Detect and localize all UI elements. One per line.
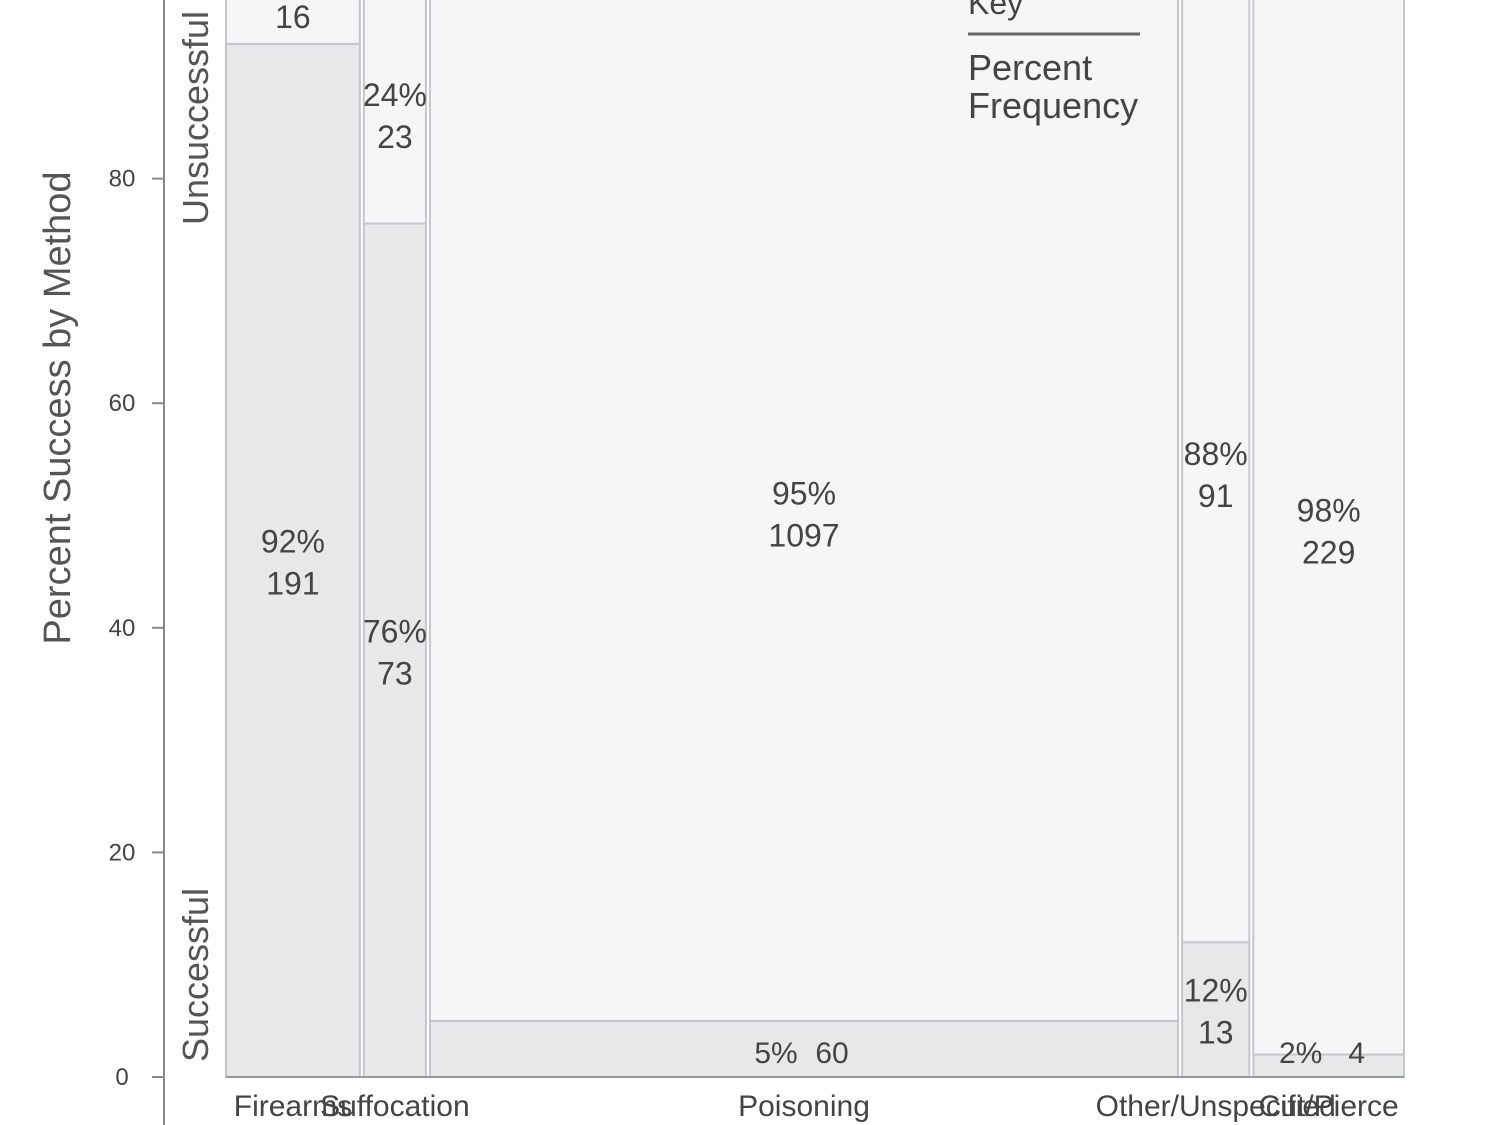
unsuccessful-percent-label: 95% [772,475,836,511]
plot-area: 92% 191 16 76% 73 24% 23 5% 60 95% 1097 12% 13 88% 91 2… [225,0,1406,1079]
successful-percent-label: 12% [1184,973,1248,1009]
y-tick-label: 20 [109,839,136,866]
x-category-label: Cut/Pierce [1259,1090,1399,1123]
bar-unsuccessful [1252,0,1406,1056]
bar-successful [362,222,427,1078]
bar-successful [1181,941,1251,1078]
bar-unsuccessful [1181,0,1251,944]
successful-label: Successful [175,888,216,1062]
bar-successful [1252,1053,1406,1079]
legend-title: Key [968,0,1023,21]
x-category-label: Firearms [234,1090,352,1123]
unsuccessful-percent-label: 24% [363,77,427,113]
y-tick-label: 80 [109,166,136,193]
unsuccessful-label: Unsuccessful [175,11,216,225]
y-axis-label: Percent Success by Method [37,171,79,644]
successful-percent-label: 2% [1279,1037,1322,1070]
successful-percent-label: 76% [363,613,427,649]
y-axis: 0 20 40 60 80 [109,0,165,1125]
bar-successful [225,42,361,1079]
y-tick-label: 40 [109,615,136,642]
bar-unsuccessful [225,0,361,45]
successful-percent-label: 5% [754,1037,797,1070]
unsuccessful-frequency-label: 229 [1302,534,1355,570]
successful-frequency-label: 73 [377,655,413,691]
successful-frequency-label: 4 [1348,1037,1365,1070]
legend: Key Percent Frequency [968,0,1140,126]
bar-successful [428,1019,1180,1078]
legend-frequency: Frequency [968,85,1138,126]
unsuccessful-frequency-label: 23 [377,119,413,155]
x-category-label: Other/Unspecified [1096,1090,1336,1123]
y-tick-label: 0 [115,1064,128,1091]
legend-percent: Percent [968,47,1092,88]
unsuccessful-frequency-label: 91 [1198,478,1234,514]
unsuccessful-percent-label: 88% [1184,436,1248,472]
bar-unsuccessful [362,0,427,225]
x-category-label: Poisoning [738,1090,870,1123]
unsuccessful-frequency-label: 16 [275,0,311,35]
bar-unsuccessful [428,0,1180,1022]
x-category-label: Suffocation [320,1090,470,1123]
successful-frequency-label: 191 [266,565,319,601]
unsuccessful-frequency-label: 1097 [768,517,839,553]
unsuccessful-percent-label: 98% [1297,492,1361,528]
y-tick-label: 60 [109,390,136,417]
successful-percent-label: 92% [261,523,325,559]
successful-frequency-label: 13 [1198,1015,1234,1051]
successful-frequency-label: 60 [815,1037,848,1070]
